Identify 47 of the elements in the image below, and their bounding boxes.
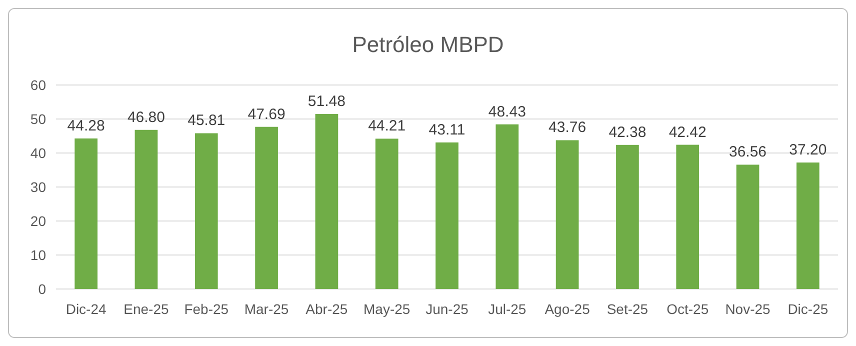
bar — [194, 133, 218, 289]
x-tick-label: Feb-25 — [184, 301, 229, 317]
y-tick-label: 10 — [30, 246, 46, 263]
y-tick-label: 40 — [30, 144, 46, 161]
y-tick-label: 30 — [30, 178, 46, 195]
x-tick-label: Nov-25 — [725, 301, 771, 317]
data-label: 37.20 — [789, 142, 827, 159]
data-label: 42.42 — [668, 124, 706, 141]
bar — [736, 164, 760, 289]
x-tick-label: Jul-25 — [488, 301, 526, 317]
x-tick-label: Ene-25 — [124, 301, 170, 317]
bar — [436, 142, 458, 289]
x-tick-label: May-25 — [364, 301, 410, 317]
bar — [796, 162, 820, 289]
x-tick-label: Dic-24 — [66, 301, 107, 317]
data-label: 43.76 — [548, 119, 586, 136]
data-label: 47.69 — [248, 106, 286, 123]
bar — [375, 138, 398, 289]
data-label: 36.56 — [728, 144, 767, 161]
y-tick-label: 0 — [38, 280, 46, 297]
x-tick-label: Mar-25 — [244, 301, 289, 317]
chart-title: Petróleo MBPD — [352, 32, 504, 57]
y-tick-label: 60 — [30, 76, 46, 93]
data-label: 46.80 — [127, 108, 166, 126]
bar — [556, 140, 579, 289]
bar — [134, 130, 158, 289]
data-label: 51.48 — [308, 92, 346, 110]
data-label: 48.43 — [488, 103, 526, 120]
x-tick-label: Set-25 — [606, 301, 648, 317]
x-tick-label: Dic-25 — [788, 301, 828, 317]
x-tick-label: Abr-25 — [306, 301, 348, 317]
bar — [74, 138, 98, 289]
data-label: 42.38 — [608, 124, 646, 141]
y-tick-label: 50 — [30, 110, 46, 127]
x-tick-label: Ago-25 — [544, 301, 590, 317]
data-label: 44.21 — [368, 118, 406, 135]
x-tick-label: Oct-25 — [666, 301, 709, 317]
bar — [315, 114, 338, 289]
data-label: 44.28 — [67, 117, 105, 134]
y-tick-label: 20 — [30, 212, 46, 229]
bar — [616, 144, 639, 289]
data-label: 43.11 — [428, 121, 466, 138]
bar — [496, 124, 519, 289]
bar — [255, 126, 278, 289]
x-tick-label: Jun-25 — [426, 301, 469, 317]
bar — [676, 144, 700, 289]
data-label: 45.81 — [188, 112, 226, 130]
